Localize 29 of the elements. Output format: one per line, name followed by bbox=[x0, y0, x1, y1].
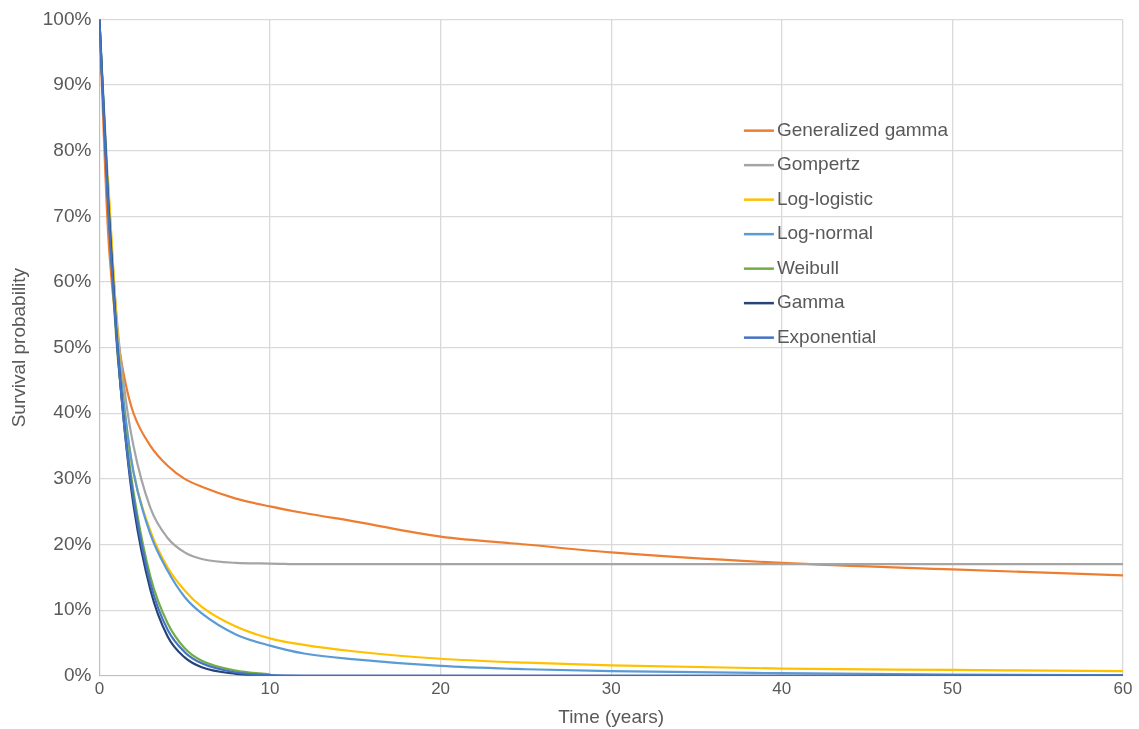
y-tick-label: 20% bbox=[53, 532, 92, 554]
y-tick-label: 30% bbox=[53, 467, 92, 489]
x-axis-title: Time (years) bbox=[558, 705, 665, 727]
legend-label: Exponential bbox=[776, 325, 877, 347]
legend-label: Gompertz bbox=[776, 153, 861, 175]
y-tick-label: 90% bbox=[53, 73, 92, 95]
x-tick-label: 50 bbox=[942, 678, 962, 698]
x-tick-label: 60 bbox=[1113, 678, 1133, 698]
y-tick-label: 0% bbox=[63, 664, 92, 686]
legend-label: Log-logistic bbox=[776, 187, 874, 209]
y-tick-label: 50% bbox=[53, 335, 92, 357]
y-tick-label: 60% bbox=[53, 270, 92, 292]
x-tick-label: 0 bbox=[94, 678, 105, 698]
legend-label: Weibull bbox=[776, 256, 839, 278]
x-tick-label: 40 bbox=[772, 678, 792, 698]
legend-label: Generalized gamma bbox=[776, 118, 949, 140]
y-tick-label: 10% bbox=[53, 598, 92, 620]
line-series bbox=[99, 19, 1123, 676]
y-tick-label: 100% bbox=[42, 7, 92, 29]
x-tick-label: 10 bbox=[260, 678, 280, 698]
x-tick-label: 30 bbox=[601, 678, 621, 698]
y-axis-title: Survival probability bbox=[7, 267, 29, 428]
y-tick-label: 70% bbox=[53, 204, 92, 226]
x-tick-label: 20 bbox=[431, 678, 451, 698]
legend-label: Gamma bbox=[776, 291, 845, 313]
line-series bbox=[106, 175, 1123, 673]
y-tick-label: 80% bbox=[53, 138, 92, 160]
y-tick-label: 40% bbox=[53, 401, 92, 423]
legend-label: Log-normal bbox=[776, 222, 874, 244]
